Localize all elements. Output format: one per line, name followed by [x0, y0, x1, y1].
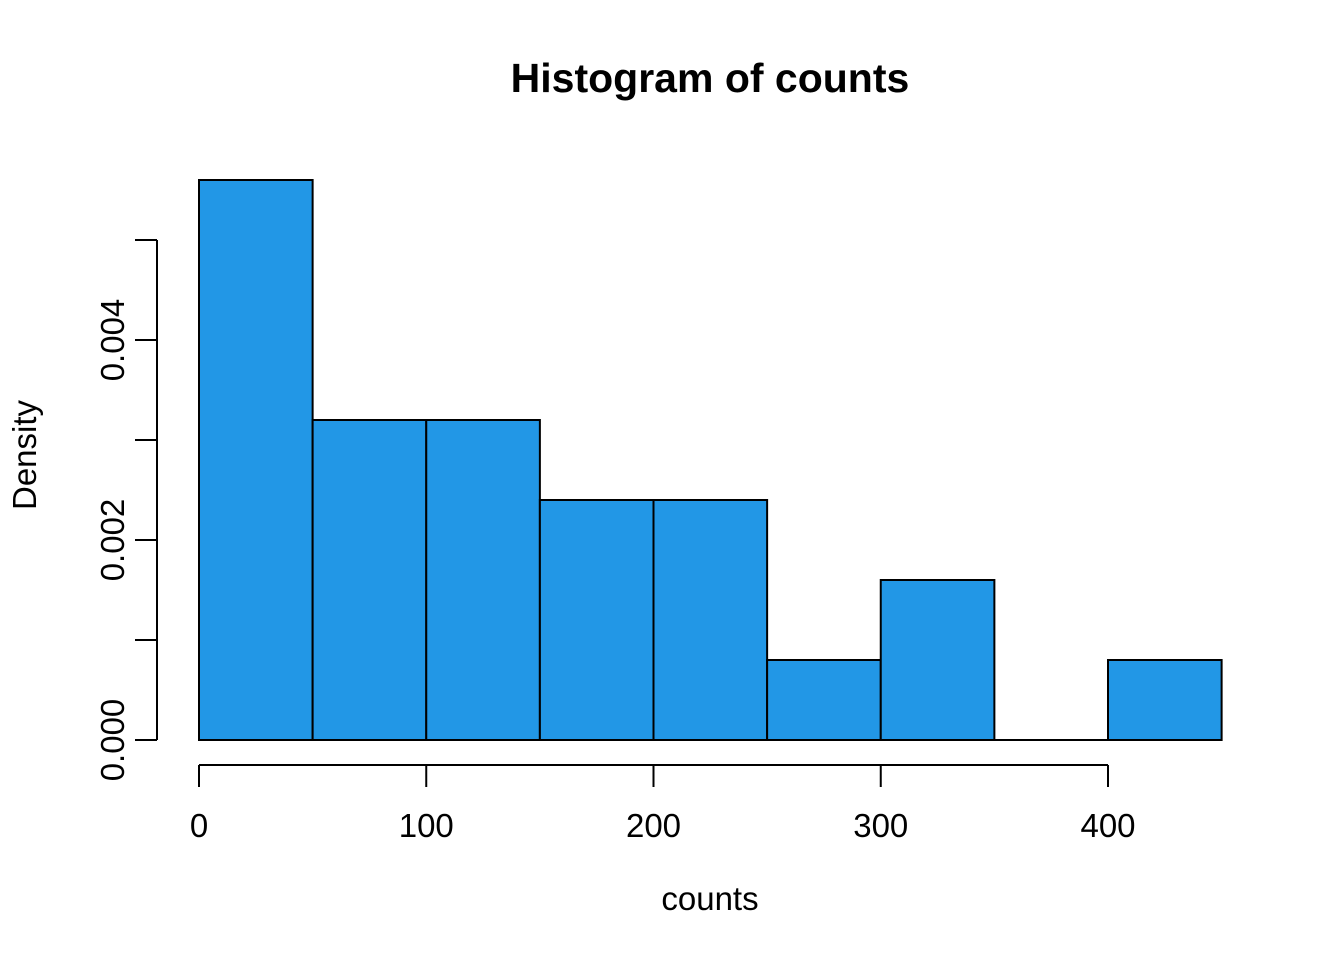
y-tick-label: 0.004 — [94, 299, 131, 382]
x-tick-label: 100 — [399, 807, 454, 844]
x-axis-label: counts — [661, 880, 758, 917]
x-tick-label: 200 — [626, 807, 681, 844]
histogram-bar — [538, 499, 655, 741]
chart-title: Histogram of counts — [511, 55, 910, 101]
histogram-bar — [425, 419, 541, 741]
x-tick-label: 0 — [190, 807, 208, 844]
x-tick-label: 400 — [1080, 807, 1135, 844]
histogram-bar — [766, 659, 882, 741]
histogram-bar — [652, 499, 769, 741]
histogram-bar — [198, 179, 314, 741]
x-tick-label: 300 — [853, 807, 908, 844]
y-axis-label: Density — [6, 399, 43, 510]
y-tick-label: 0.000 — [94, 699, 131, 782]
axes-layer: 0.000 0.002 0.004 0 100 200 300 400 — [94, 239, 1136, 844]
histogram-bar — [1107, 659, 1223, 741]
y-tick-label: 0.002 — [94, 499, 131, 582]
bars-layer — [198, 179, 1223, 741]
histogram-bar — [311, 419, 428, 741]
histogram-bar — [879, 579, 996, 741]
